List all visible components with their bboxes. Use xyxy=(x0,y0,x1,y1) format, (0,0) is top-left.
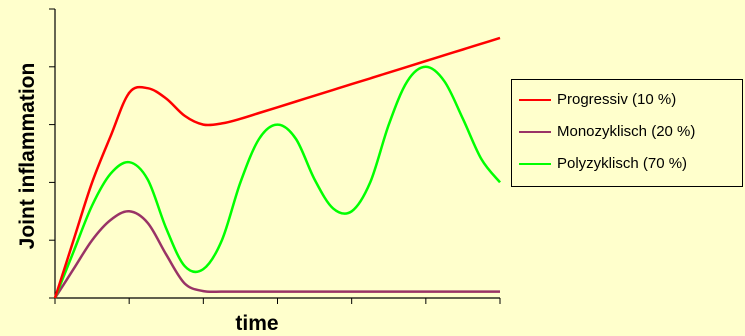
series-line-polyzyklisch xyxy=(53,65,501,299)
y-axis-title: Joint inflammation xyxy=(16,63,39,250)
legend-item-progressiv: Progressiv (10 %) xyxy=(512,90,742,110)
legend-item-monozyklisch: Monozyklisch (20 %) xyxy=(512,122,742,142)
legend-swatch-polyzyklisch xyxy=(519,163,551,165)
legend-swatch-progressiv xyxy=(519,99,551,101)
ticks xyxy=(49,8,501,304)
series-line-monozyklisch xyxy=(53,210,500,299)
series-group xyxy=(53,36,501,299)
legend-label-polyzyklisch: Polyzyklisch (70 %) xyxy=(557,155,688,172)
legend: Progressiv (10 %) Monozyklisch (20 %) Po… xyxy=(511,79,743,187)
series-line-progressiv xyxy=(53,36,501,299)
legend-label-progressiv: Progressiv (10 %) xyxy=(557,91,677,108)
legend-label-monozyklisch: Monozyklisch (20 %) xyxy=(557,123,696,140)
legend-item-polyzyklisch: Polyzyklisch (70 %) xyxy=(512,154,742,174)
legend-swatch-monozyklisch xyxy=(519,131,551,133)
axes xyxy=(54,9,500,299)
x-axis-title: time xyxy=(235,312,278,335)
